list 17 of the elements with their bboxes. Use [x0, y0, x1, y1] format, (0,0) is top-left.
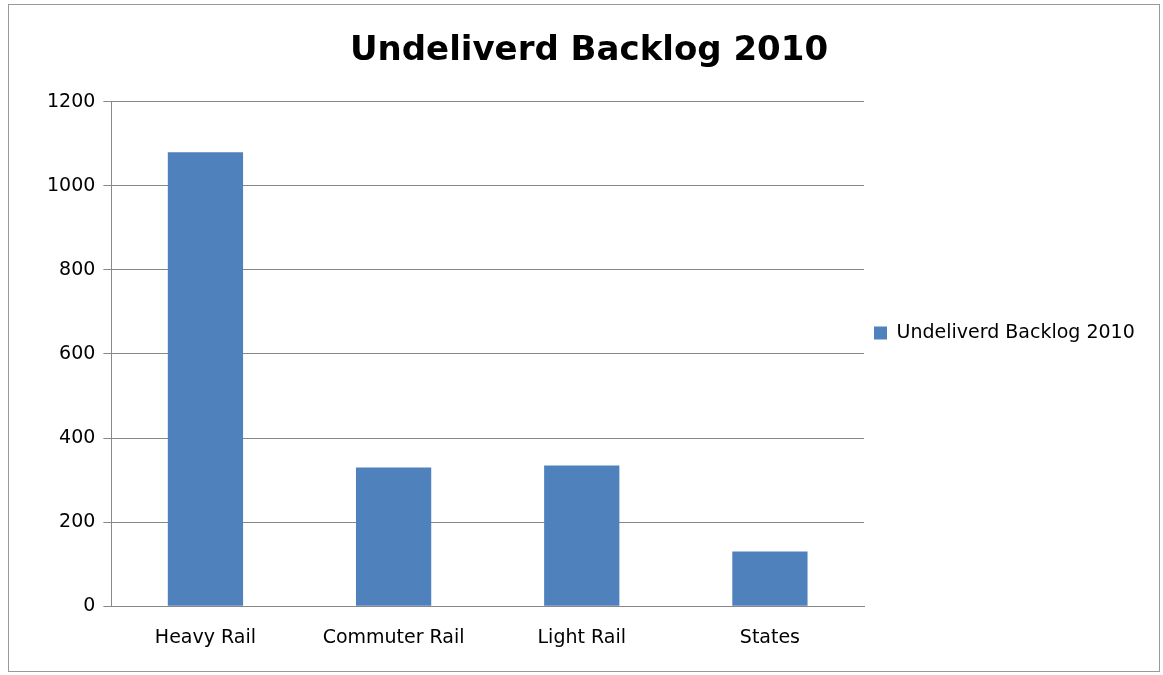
x-tick-label: Light Rail	[537, 624, 626, 647]
bar	[355, 467, 432, 606]
y-tick-label: 200	[59, 509, 96, 532]
y-tick-label: 600	[59, 340, 96, 363]
y-tick-label: 800	[59, 256, 96, 279]
x-tick-label: Commuter Rail	[322, 624, 465, 647]
x-tick-label: States	[739, 624, 801, 647]
bar	[544, 465, 620, 606]
bar	[167, 152, 244, 606]
y-tick-label: 1000	[46, 172, 96, 195]
x-tick-label: Heavy Rail	[154, 624, 256, 647]
y-tick-label: 1200	[46, 88, 96, 111]
y-tick-label: 400	[59, 425, 96, 447]
bar	[732, 551, 808, 606]
legend-label: Undeliverd Backlog 2010	[896, 319, 1135, 342]
y-tick-label: 0	[83, 593, 96, 616]
chart-title: Undeliverd Backlog 2010	[349, 28, 829, 69]
